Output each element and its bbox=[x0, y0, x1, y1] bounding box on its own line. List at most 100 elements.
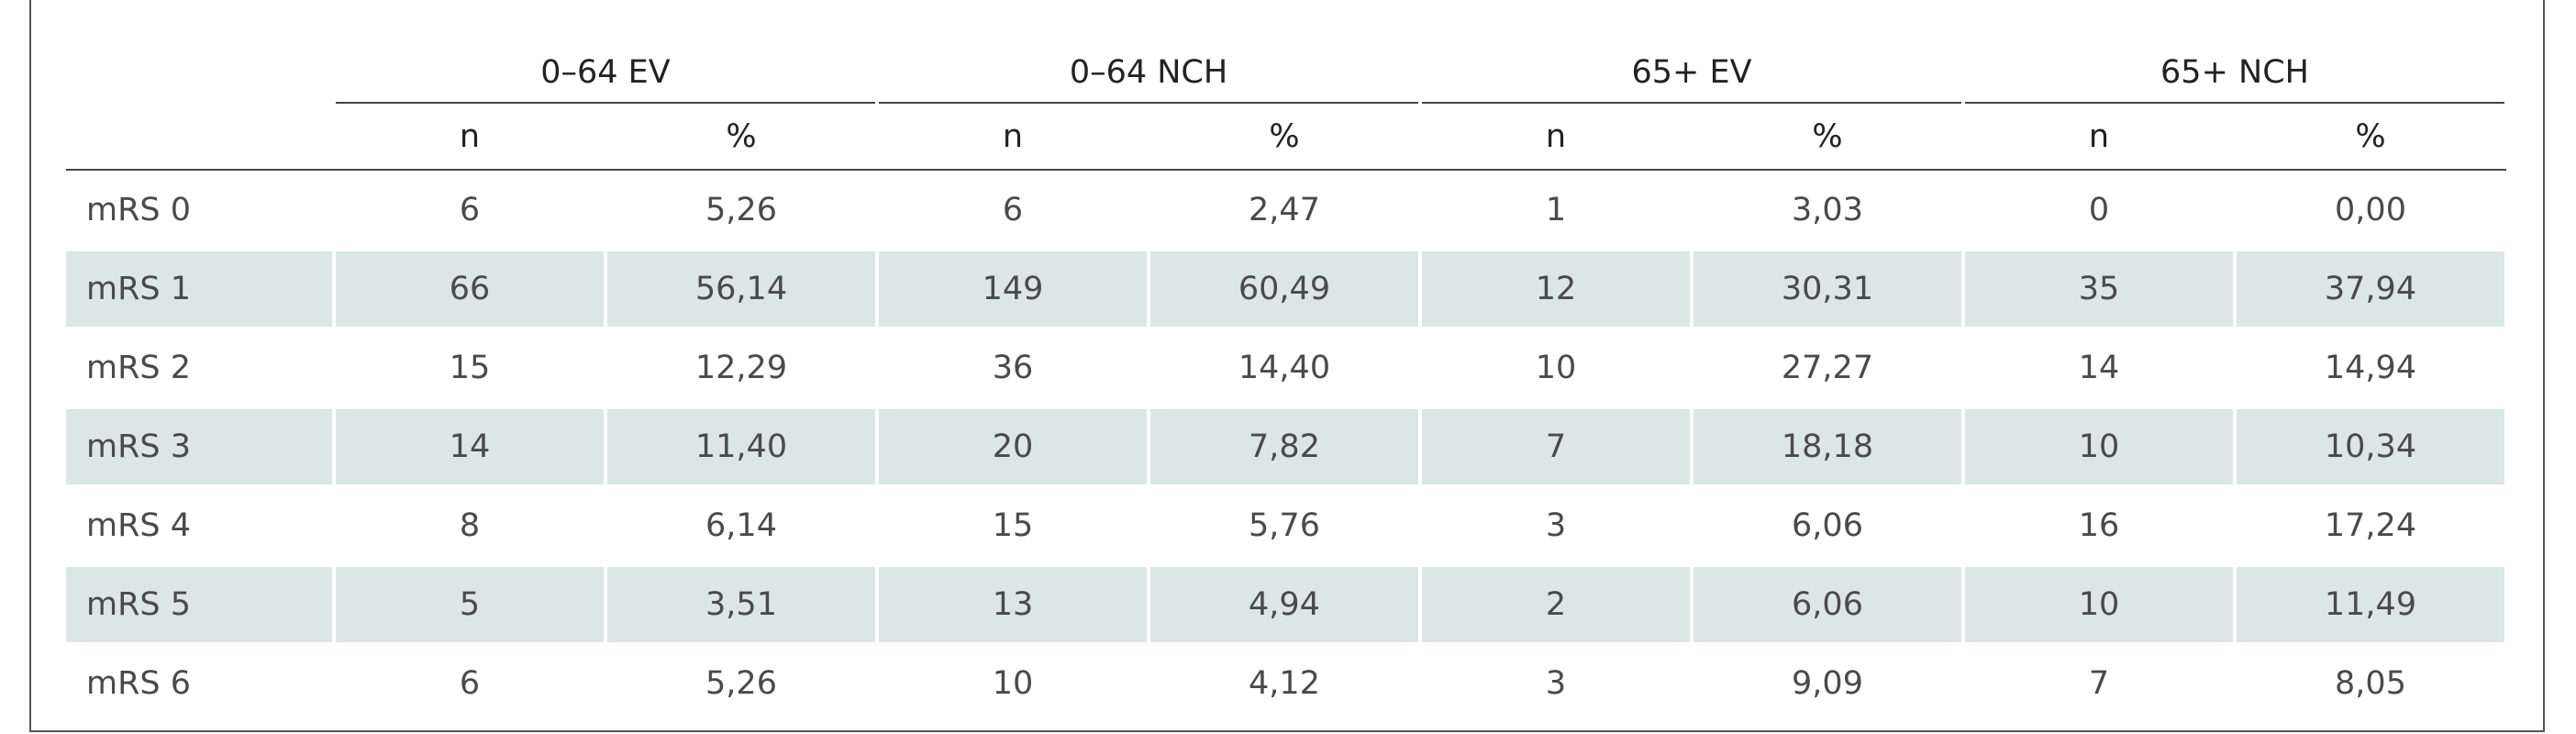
row-label-cell: mRS 2 bbox=[66, 328, 334, 407]
table-body: mRS 0 6 5,26 6 2,47 1 3,03 0 0,00 mRS 1 66 56,14 149… bbox=[66, 170, 2506, 723]
group-header: 65+ NCH bbox=[1965, 54, 2504, 104]
value-cell: 15 bbox=[877, 486, 1149, 565]
value-cell: 4,94 bbox=[1149, 565, 1420, 644]
value-cell: 0,00 bbox=[2235, 170, 2506, 250]
value-cell: 6,06 bbox=[1692, 565, 1963, 644]
cell-value: 10 bbox=[1535, 350, 1577, 386]
cell-value: 60,49 bbox=[1150, 251, 1418, 327]
group-header-cell: 65+ EV bbox=[1420, 0, 1963, 104]
cell-value: 12,29 bbox=[694, 350, 788, 386]
value-cell: 10 bbox=[1420, 328, 1692, 407]
cell-value: 5,26 bbox=[705, 665, 777, 702]
value-cell: 14,94 bbox=[2235, 328, 2506, 407]
cell-value: 11,40 bbox=[607, 409, 875, 484]
row-label: mRS 5 bbox=[66, 567, 332, 642]
row-label: mRS 4 bbox=[86, 507, 192, 544]
cell-value: 4,94 bbox=[1150, 567, 1418, 642]
cell-value: 149 bbox=[879, 251, 1147, 327]
value-cell: 3,51 bbox=[605, 565, 877, 644]
cell-value: 2,47 bbox=[1249, 192, 1320, 228]
value-cell: 14 bbox=[1963, 328, 2235, 407]
value-cell: 7 bbox=[1420, 407, 1692, 486]
cell-value: 8 bbox=[459, 507, 481, 544]
value-cell: 4,12 bbox=[1149, 644, 1420, 723]
corner bbox=[66, 104, 334, 171]
value-cell: 0 bbox=[1963, 170, 2235, 250]
cell-value: 3,51 bbox=[607, 567, 875, 642]
cell-value: 3 bbox=[1545, 665, 1567, 702]
value-cell: 36 bbox=[877, 328, 1149, 407]
cell-value: 13 bbox=[879, 567, 1147, 642]
subheader: % bbox=[1692, 104, 1963, 171]
cell-value: 10,34 bbox=[2237, 409, 2504, 484]
value-cell: 60,49 bbox=[1149, 250, 1420, 328]
value-cell: 5,26 bbox=[605, 170, 877, 250]
value-cell: 11,40 bbox=[605, 407, 877, 486]
row-label-cell: mRS 3 bbox=[66, 407, 334, 486]
subheader: n bbox=[1420, 104, 1692, 171]
value-cell: 7,82 bbox=[1149, 407, 1420, 486]
cell-value: 10 bbox=[992, 665, 1034, 702]
cell-value: 37,94 bbox=[2237, 251, 2504, 327]
cell-value: 7,82 bbox=[1150, 409, 1418, 484]
value-cell: 11,49 bbox=[2235, 565, 2506, 644]
value-cell: 30,31 bbox=[1692, 250, 1963, 328]
row-label: mRS 3 bbox=[66, 409, 332, 484]
table-row: mRS 0 6 5,26 6 2,47 1 3,03 0 0,00 bbox=[66, 170, 2506, 250]
row-label-cell: mRS 4 bbox=[66, 486, 334, 565]
cell-value: 0 bbox=[2088, 192, 2110, 228]
cell-value: 8,05 bbox=[2335, 665, 2406, 702]
cell-value: 6 bbox=[459, 665, 481, 702]
value-cell: 8 bbox=[334, 486, 605, 565]
table: 0–64 EV 0–64 NCH 65+ EV 65+ NCH n% n% n% n% mR… bbox=[66, 0, 2506, 723]
value-cell: 6 bbox=[334, 644, 605, 723]
cell-value: 11,49 bbox=[2237, 567, 2504, 642]
value-cell: 10 bbox=[1963, 565, 2235, 644]
cell-value: 3,03 bbox=[1792, 192, 1863, 228]
value-cell: 149 bbox=[877, 250, 1149, 328]
subheader: n bbox=[877, 104, 1149, 171]
value-cell: 27,27 bbox=[1692, 328, 1963, 407]
cell-value: 18,18 bbox=[1693, 409, 1961, 484]
cell-value: 5,26 bbox=[705, 192, 777, 228]
row-label-cell: mRS 0 bbox=[66, 170, 334, 250]
value-cell: 12 bbox=[1420, 250, 1692, 328]
group-header-cell: 0–64 EV bbox=[334, 0, 877, 104]
cell-value: 56,14 bbox=[607, 251, 875, 327]
cell-value: 15 bbox=[449, 350, 491, 386]
value-cell: 10 bbox=[877, 644, 1149, 723]
value-cell: 10 bbox=[1963, 407, 2235, 486]
subheader: % bbox=[1149, 104, 1420, 171]
cell-value: 20 bbox=[879, 409, 1147, 484]
value-cell: 66 bbox=[334, 250, 605, 328]
value-cell: 2 bbox=[1420, 565, 1692, 644]
cell-value: 16 bbox=[2078, 507, 2120, 544]
cell-value: 30,31 bbox=[1693, 251, 1961, 327]
value-cell: 14 bbox=[334, 407, 605, 486]
row-label-cell: mRS 6 bbox=[66, 644, 334, 723]
row-label: mRS 6 bbox=[86, 665, 192, 702]
value-cell: 35 bbox=[1963, 250, 2235, 328]
cell-value: 14,94 bbox=[2324, 350, 2417, 386]
value-cell: 6,06 bbox=[1692, 486, 1963, 565]
subheader: % bbox=[2235, 104, 2506, 171]
value-cell: 9,09 bbox=[1692, 644, 1963, 723]
table-row: mRS 5 5 3,51 13 4,94 2 6,06 10 11,49 bbox=[66, 565, 2506, 644]
value-cell: 13 bbox=[877, 565, 1149, 644]
subheader: n bbox=[334, 104, 605, 171]
subheader: % bbox=[605, 104, 877, 171]
table-row: mRS 3 14 11,40 20 7,82 7 18,18 10 10,34 bbox=[66, 407, 2506, 486]
subheader: n bbox=[1963, 104, 2235, 171]
group-header-cell: 65+ NCH bbox=[1963, 0, 2506, 104]
cell-value: 4,12 bbox=[1249, 665, 1320, 702]
cell-value: 14,40 bbox=[1238, 350, 1331, 386]
subheader-row: n% n% n% n% bbox=[66, 104, 2506, 171]
row-label: mRS 2 bbox=[86, 350, 192, 386]
value-cell: 56,14 bbox=[605, 250, 877, 328]
table-row: mRS 4 8 6,14 15 5,76 3 6,06 16 17,24 bbox=[66, 486, 2506, 565]
value-cell: 5 bbox=[334, 565, 605, 644]
value-cell: 3,03 bbox=[1692, 170, 1963, 250]
cell-value: 5,76 bbox=[1249, 507, 1320, 544]
value-cell: 7 bbox=[1963, 644, 2235, 723]
